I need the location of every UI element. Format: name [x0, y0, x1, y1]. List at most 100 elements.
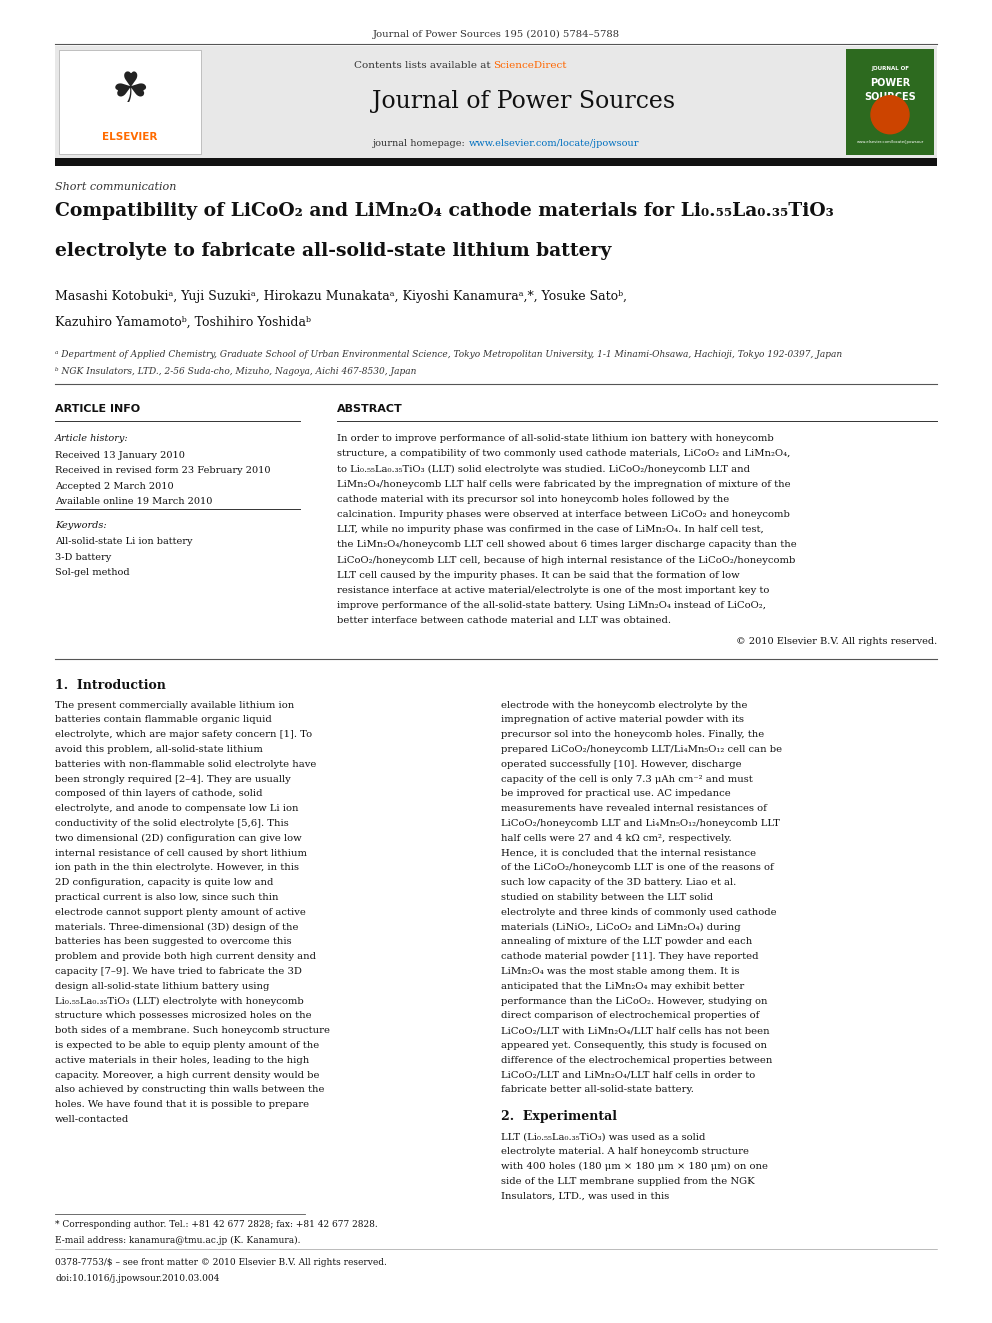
Text: with 400 holes (180 μm × 180 μm × 180 μm) on one: with 400 holes (180 μm × 180 μm × 180 μm… [501, 1162, 768, 1171]
Bar [55, 157, 937, 165]
Text: practical current is also low, since such thin: practical current is also low, since suc… [55, 893, 279, 902]
Text: annealing of mixture of the LLT powder and each: annealing of mixture of the LLT powder a… [501, 938, 752, 946]
Text: ion path in the thin electrolyte. However, in this: ion path in the thin electrolyte. Howeve… [55, 864, 299, 872]
Text: Journal of Power Sources 195 (2010) 5784–5788: Journal of Power Sources 195 (2010) 5784… [372, 30, 620, 40]
Text: 0378-7753/$ – see front matter © 2010 Elsevier B.V. All rights reserved.: 0378-7753/$ – see front matter © 2010 El… [55, 1258, 387, 1267]
Text: LiCoO₂/honeycomb LLT and Li₄Mn₅O₁₂/honeycomb LLT: LiCoO₂/honeycomb LLT and Li₄Mn₅O₁₂/honey… [501, 819, 780, 828]
Text: structure, a compatibility of two commonly used cathode materials, LiCoO₂ and Li: structure, a compatibility of two common… [337, 450, 791, 458]
Text: LiCoO₂/LLT with LiMn₂O₄/LLT half cells has not been: LiCoO₂/LLT with LiMn₂O₄/LLT half cells h… [501, 1027, 770, 1035]
Text: The present commercially available lithium ion: The present commercially available lithi… [55, 701, 295, 709]
Text: capacity of the cell is only 7.3 μAh cm⁻² and must: capacity of the cell is only 7.3 μAh cm⁻… [501, 774, 753, 783]
Text: ᵇ NGK Insulators, LTD., 2-56 Suda-cho, Mizuho, Nagoya, Aichi 467-8530, Japan: ᵇ NGK Insulators, LTD., 2-56 Suda-cho, M… [55, 366, 417, 376]
Text: journal homepage:: journal homepage: [373, 139, 468, 148]
Text: of the LiCoO₂/honeycomb LLT is one of the reasons of: of the LiCoO₂/honeycomb LLT is one of th… [501, 864, 774, 872]
Text: calcination. Impurity phases were observed at interface between LiCoO₂ and honey: calcination. Impurity phases were observ… [337, 509, 790, 519]
Text: the LiMn₂O₄/honeycomb LLT cell showed about 6 times larger discharge capacity th: the LiMn₂O₄/honeycomb LLT cell showed ab… [337, 540, 797, 549]
Circle shape [871, 95, 909, 134]
Text: internal resistance of cell caused by short lithium: internal resistance of cell caused by sh… [55, 848, 307, 857]
Text: batteries contain flammable organic liquid: batteries contain flammable organic liqu… [55, 716, 272, 725]
Text: batteries with non-flammable solid electrolyte have: batteries with non-flammable solid elect… [55, 759, 316, 769]
Bar [55, 46, 937, 157]
Text: appeared yet. Consequently, this study is focused on: appeared yet. Consequently, this study i… [501, 1041, 767, 1050]
Text: * Corresponding author. Tel.: +81 42 677 2828; fax: +81 42 677 2828.: * Corresponding author. Tel.: +81 42 677… [55, 1220, 378, 1229]
Text: Received 13 January 2010: Received 13 January 2010 [55, 451, 185, 460]
Text: JOURNAL OF: JOURNAL OF [871, 66, 909, 70]
Text: Journal of Power Sources: Journal of Power Sources [372, 90, 676, 114]
Text: Masashi Kotobukiᵃ, Yuji Suzukiᵃ, Hirokazu Munakataᵃ, Kiyoshi Kanamuraᵃ,*, Yosuke: Masashi Kotobukiᵃ, Yuji Suzukiᵃ, Hirokaz… [55, 290, 627, 303]
Text: LiCoO₂/LLT and LiMn₂O₄/LLT half cells in order to: LiCoO₂/LLT and LiMn₂O₄/LLT half cells in… [501, 1070, 755, 1080]
Text: Insulators, LTD., was used in this: Insulators, LTD., was used in this [501, 1192, 670, 1200]
Text: Li₀.₅₅La₀.₃₅TiO₃ (LLT) electrolyte with honeycomb: Li₀.₅₅La₀.₃₅TiO₃ (LLT) electrolyte with … [55, 996, 304, 1005]
Text: such low capacity of the 3D battery. Liao et al.: such low capacity of the 3D battery. Lia… [501, 878, 736, 888]
Text: 2D configuration, capacity is quite low and: 2D configuration, capacity is quite low … [55, 878, 274, 888]
Text: improve performance of the all-solid-state battery. Using LiMn₂O₄ instead of LiC: improve performance of the all-solid-sta… [337, 601, 766, 610]
Text: 1.  Introduction: 1. Introduction [55, 679, 166, 692]
Text: ELSEVIER: ELSEVIER [102, 132, 158, 143]
Text: Compatibility of LiCoO₂ and LiMn₂O₄ cathode materials for Li₀.₅₅La₀.₃₅TiO₃: Compatibility of LiCoO₂ and LiMn₂O₄ cath… [55, 202, 833, 220]
Text: batteries has been suggested to overcome this: batteries has been suggested to overcome… [55, 938, 292, 946]
Text: materials. Three-dimensional (3D) design of the: materials. Three-dimensional (3D) design… [55, 922, 299, 931]
Text: difference of the electrochemical properties between: difference of the electrochemical proper… [501, 1056, 773, 1065]
Text: capacity. Moreover, a high current density would be: capacity. Moreover, a high current densi… [55, 1070, 319, 1080]
Text: LLT (Li₀.₅₅La₀.₃₅TiO₃) was used as a solid: LLT (Li₀.₅₅La₀.₃₅TiO₃) was used as a sol… [501, 1132, 705, 1142]
Text: www.elsevier.com/locate/jpowsour: www.elsevier.com/locate/jpowsour [856, 140, 924, 144]
Text: ABSTRACT: ABSTRACT [337, 404, 403, 414]
Text: design all-solid-state lithium battery using: design all-solid-state lithium battery u… [55, 982, 270, 991]
Text: to Li₀.₅₅La₀.₃₅TiO₃ (LLT) solid electrolyte was studied. LiCoO₂/honeycomb LLT an: to Li₀.₅₅La₀.₃₅TiO₃ (LLT) solid electrol… [337, 464, 750, 474]
Text: ARTICLE INFO: ARTICLE INFO [55, 404, 140, 414]
Text: Received in revised form 23 February 2010: Received in revised form 23 February 201… [55, 467, 271, 475]
Text: LiMn₂O₄ was the most stable among them. It is: LiMn₂O₄ was the most stable among them. … [501, 967, 739, 976]
Text: © 2010 Elsevier B.V. All rights reserved.: © 2010 Elsevier B.V. All rights reserved… [736, 636, 937, 646]
Text: precursor sol into the honeycomb holes. Finally, the: precursor sol into the honeycomb holes. … [501, 730, 764, 740]
Text: In order to improve performance of all-solid-state lithium ion battery with hone: In order to improve performance of all-s… [337, 434, 774, 443]
Text: prepared LiCoO₂/honeycomb LLT/Li₄Mn₅O₁₂ cell can be: prepared LiCoO₂/honeycomb LLT/Li₄Mn₅O₁₂ … [501, 745, 782, 754]
Text: LiMn₂O₄/honeycomb LLT half cells were fabricated by the impregnation of mixture : LiMn₂O₄/honeycomb LLT half cells were fa… [337, 480, 791, 488]
Text: ☘: ☘ [111, 69, 149, 111]
Text: 2.  Experimental: 2. Experimental [501, 1110, 617, 1123]
Text: electrolyte and three kinds of commonly used cathode: electrolyte and three kinds of commonly … [501, 908, 777, 917]
Text: cathode material powder [11]. They have reported: cathode material powder [11]. They have … [501, 953, 759, 962]
Text: anticipated that the LiMn₂O₄ may exhibit better: anticipated that the LiMn₂O₄ may exhibit… [501, 982, 744, 991]
Text: also achieved by constructing thin walls between the: also achieved by constructing thin walls… [55, 1085, 324, 1094]
Text: ᵃ Department of Applied Chemistry, Graduate School of Urban Environmental Scienc: ᵃ Department of Applied Chemistry, Gradu… [55, 351, 842, 359]
Text: better interface between cathode material and LLT was obtained.: better interface between cathode materia… [337, 617, 671, 626]
Text: doi:10.1016/j.jpowsour.2010.03.004: doi:10.1016/j.jpowsour.2010.03.004 [55, 1274, 219, 1283]
Text: side of the LLT membrane supplied from the NGK: side of the LLT membrane supplied from t… [501, 1176, 755, 1185]
Text: materials (LiNiO₂, LiCoO₂ and LiMn₂O₄) during: materials (LiNiO₂, LiCoO₂ and LiMn₂O₄) d… [501, 922, 741, 931]
Text: active materials in their holes, leading to the high: active materials in their holes, leading… [55, 1056, 310, 1065]
Text: resistance interface at active material/electrolyte is one of the most important: resistance interface at active material/… [337, 586, 770, 595]
Text: 3-D battery: 3-D battery [55, 553, 111, 562]
Text: performance than the LiCoO₂. However, studying on: performance than the LiCoO₂. However, st… [501, 996, 768, 1005]
Text: electrode with the honeycomb electrolyte by the: electrode with the honeycomb electrolyte… [501, 701, 748, 709]
Text: conductivity of the solid electrolyte [5,6]. This: conductivity of the solid electrolyte [5… [55, 819, 289, 828]
Text: electrolyte, and anode to compensate low Li ion: electrolyte, and anode to compensate low… [55, 804, 299, 814]
Text: well-contacted: well-contacted [55, 1115, 129, 1125]
Bar [59, 50, 201, 153]
Text: impregnation of active material powder with its: impregnation of active material powder w… [501, 716, 744, 725]
Text: half cells were 27 and 4 kΩ cm², respectively.: half cells were 27 and 4 kΩ cm², respect… [501, 833, 732, 843]
Text: is expected to be able to equip plenty amount of the: is expected to be able to equip plenty a… [55, 1041, 319, 1050]
Text: LLT cell caused by the impurity phases. It can be said that the formation of low: LLT cell caused by the impurity phases. … [337, 570, 740, 579]
Text: avoid this problem, all-solid-state lithium: avoid this problem, all-solid-state lith… [55, 745, 263, 754]
Text: been strongly required [2–4]. They are usually: been strongly required [2–4]. They are u… [55, 774, 291, 783]
Text: LiCoO₂/honeycomb LLT cell, because of high internal resistance of the LiCoO₂/hon: LiCoO₂/honeycomb LLT cell, because of hi… [337, 556, 796, 565]
Text: LLT, while no impurity phase was confirmed in the case of LiMn₂O₄. In half cell : LLT, while no impurity phase was confirm… [337, 525, 764, 534]
Text: Contents lists available at: Contents lists available at [353, 61, 493, 70]
Text: studied on stability between the LLT solid: studied on stability between the LLT sol… [501, 893, 713, 902]
Text: electrolyte material. A half honeycomb structure: electrolyte material. A half honeycomb s… [501, 1147, 749, 1156]
Text: cathode material with its precursor sol into honeycomb holes followed by the: cathode material with its precursor sol … [337, 495, 729, 504]
Text: electrolyte, which are major safety concern [1]. To: electrolyte, which are major safety conc… [55, 730, 312, 740]
Text: SOURCES: SOURCES [864, 91, 916, 102]
Text: composed of thin layers of cathode, solid: composed of thin layers of cathode, soli… [55, 790, 263, 798]
Text: be improved for practical use. AC impedance: be improved for practical use. AC impeda… [501, 790, 731, 798]
Text: Accepted 2 March 2010: Accepted 2 March 2010 [55, 482, 174, 491]
Text: two dimensional (2D) configuration can give low: two dimensional (2D) configuration can g… [55, 833, 302, 843]
Text: ScienceDirect: ScienceDirect [493, 61, 567, 70]
Text: Sol-gel method: Sol-gel method [55, 569, 130, 578]
Text: capacity [7–9]. We have tried to fabricate the 3D: capacity [7–9]. We have tried to fabrica… [55, 967, 302, 976]
Text: www.elsevier.com/locate/jpowsour: www.elsevier.com/locate/jpowsour [468, 139, 639, 148]
Text: Short communication: Short communication [55, 183, 177, 192]
Text: Hence, it is concluded that the internal resistance: Hence, it is concluded that the internal… [501, 848, 756, 857]
Text: Keywords:: Keywords: [55, 521, 106, 531]
Text: Article history:: Article history: [55, 434, 129, 443]
